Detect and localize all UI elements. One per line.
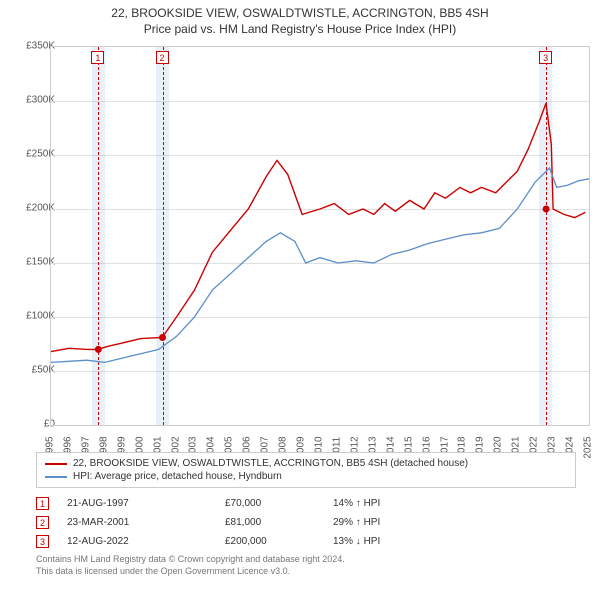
event-diff: 13% ↓ HPI [333,536,433,547]
legend-label: 22, BROOKSIDE VIEW, OSWALDTWISTLE, ACCRI… [73,458,468,469]
sale-marker-dot [543,206,550,213]
event-date: 23-MAR-2001 [67,517,207,528]
series-line-price_paid [51,103,585,351]
event-price: £70,000 [225,498,315,509]
event-marker-icon: 2 [36,516,49,529]
table-row: 3 12-AUG-2022 £200,000 13% ↓ HPI [36,532,576,551]
y-tick-label: £300K [5,95,55,106]
footer-line: This data is licensed under the Open Gov… [36,566,576,578]
table-row: 2 23-MAR-2001 £81,000 29% ↑ HPI [36,513,576,532]
y-tick-label: £200K [5,203,55,214]
y-tick-label: £100K [5,311,55,322]
sale-marker-dot [95,346,102,353]
legend-swatch [45,476,67,478]
legend-swatch [45,463,67,465]
event-marker-icon: 1 [36,497,49,510]
event-date: 21-AUG-1997 [67,498,207,509]
event-price: £200,000 [225,536,315,547]
footer-line: Contains HM Land Registry data © Crown c… [36,554,576,566]
y-tick-label: £0 [5,419,55,430]
y-tick-label: £150K [5,257,55,268]
events-table: 1 21-AUG-1997 £70,000 14% ↑ HPI 2 23-MAR… [36,494,576,551]
y-tick-label: £50K [5,365,55,376]
event-diff: 14% ↑ HPI [333,498,433,509]
event-diff: 29% ↑ HPI [333,517,433,528]
chart-subtitle: Price paid vs. HM Land Registry's House … [0,22,600,40]
legend-label: HPI: Average price, detached house, Hynd… [73,471,282,482]
chart-title: 22, BROOKSIDE VIEW, OSWALDTWISTLE, ACCRI… [0,0,600,22]
sale-marker-dot [159,334,166,341]
y-tick-label: £350K [5,41,55,52]
x-tick-label: 2025 [583,436,594,458]
series-line-hpi [51,168,589,362]
y-tick-label: £250K [5,149,55,160]
event-marker-icon: 3 [36,535,49,548]
legend-item: 22, BROOKSIDE VIEW, OSWALDTWISTLE, ACCRI… [45,457,567,470]
event-price: £81,000 [225,517,315,528]
legend-item: HPI: Average price, detached house, Hynd… [45,470,567,483]
event-date: 12-AUG-2022 [67,536,207,547]
footer-attribution: Contains HM Land Registry data © Crown c… [36,554,576,577]
table-row: 1 21-AUG-1997 £70,000 14% ↑ HPI [36,494,576,513]
plot-svg [51,47,589,425]
plot-area: 123 [50,46,590,426]
legend: 22, BROOKSIDE VIEW, OSWALDTWISTLE, ACCRI… [36,452,576,488]
chart-container: 22, BROOKSIDE VIEW, OSWALDTWISTLE, ACCRI… [0,0,600,590]
